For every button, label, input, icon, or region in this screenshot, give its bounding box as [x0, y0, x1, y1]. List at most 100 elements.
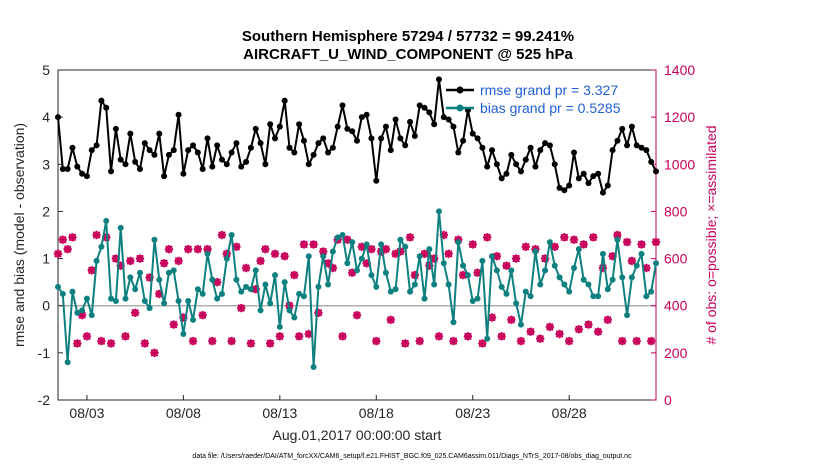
- rmse-point: [387, 147, 394, 154]
- obs-assimilated-marker: [275, 332, 285, 341]
- bias-point: [382, 269, 389, 276]
- bias-point: [445, 281, 452, 288]
- bias-point: [431, 281, 438, 288]
- obs-assimilated-marker: [521, 242, 530, 251]
- x-tick-label: 08/03: [69, 405, 104, 421]
- rmse-point: [170, 147, 177, 154]
- bias-point: [296, 290, 303, 297]
- bias-point: [291, 314, 298, 321]
- rmse-point: [55, 114, 61, 121]
- bias-point: [141, 298, 148, 304]
- obs-assimilated-marker: [540, 254, 550, 263]
- bias-point: [411, 281, 418, 288]
- obs-assimilated-marker: [627, 256, 637, 266]
- rmse-point: [339, 102, 346, 109]
- x-tick-label: 08/13: [262, 405, 297, 421]
- legend-marker-rmse: [456, 86, 464, 94]
- obs-assimilated-marker: [502, 261, 511, 270]
- rmse-point: [503, 170, 510, 177]
- obs-assimilated-marker: [613, 230, 622, 240]
- obs-assimilated-marker: [458, 270, 468, 280]
- obs-assimilated-marker: [449, 336, 458, 346]
- rmse-point: [590, 173, 597, 180]
- bias-point: [513, 300, 520, 307]
- bias-point: [397, 236, 404, 243]
- obs-assimilated-marker: [560, 233, 569, 242]
- obs-assimilated-marker: [632, 336, 641, 346]
- obs-assimilated-marker: [116, 261, 125, 270]
- obs-assimilated-marker: [338, 332, 347, 341]
- obs-assimilated-marker: [564, 336, 574, 346]
- bias-point: [88, 312, 95, 319]
- bias-point: [489, 253, 496, 260]
- rmse-point: [638, 144, 645, 151]
- obs-assimilated-marker: [569, 235, 579, 244]
- bias-point: [329, 248, 336, 255]
- rmse-point: [421, 104, 428, 111]
- obs-assimilated-marker: [309, 240, 318, 249]
- rmse-point: [609, 147, 616, 154]
- rmse-point: [132, 158, 139, 165]
- obs-assimilated-marker: [82, 332, 92, 341]
- bias-point: [243, 283, 250, 290]
- obs-assimilated-marker: [174, 256, 183, 266]
- obs-assimilated-marker: [251, 285, 260, 294]
- bias-point: [378, 241, 385, 248]
- y-tick-label-left: 2: [42, 203, 50, 219]
- obs-assimilated-marker: [145, 273, 154, 282]
- rmse-point: [648, 158, 655, 165]
- obs-assimilated-marker: [73, 339, 82, 348]
- rmse-point: [64, 166, 71, 172]
- bias-point: [585, 281, 592, 288]
- rmse-point: [397, 135, 404, 142]
- bias-point: [407, 288, 414, 295]
- obs-assimilated-marker: [468, 240, 477, 249]
- rmse-point: [411, 133, 418, 139]
- bias-point: [373, 283, 380, 290]
- rmse-point: [537, 147, 544, 154]
- rmse-point: [204, 135, 211, 142]
- legend-label-rmse: rmse grand pr = 3.327: [480, 82, 618, 98]
- rmse-point: [382, 123, 389, 130]
- bias-point: [93, 257, 100, 264]
- obs-assimilated-marker: [473, 268, 482, 277]
- rmse-point: [190, 142, 197, 149]
- bias-point: [194, 286, 201, 293]
- bias-point: [238, 288, 245, 295]
- bias-point: [614, 236, 621, 243]
- rmse-point: [272, 135, 279, 142]
- rmse-point: [445, 116, 452, 123]
- bias-point: [493, 267, 500, 274]
- bias-point: [257, 307, 264, 314]
- obs-assimilated-marker: [637, 240, 646, 249]
- bias-point: [252, 267, 259, 274]
- rmse-point: [344, 125, 351, 132]
- rmse-point: [513, 161, 520, 168]
- rmse-point: [79, 170, 86, 177]
- rmse-point: [112, 125, 119, 132]
- bias-point: [103, 217, 110, 224]
- obs-assimilated-marker: [304, 329, 313, 339]
- rmse-point: [517, 168, 524, 175]
- rmse-point: [214, 142, 221, 149]
- bias-point: [575, 246, 582, 253]
- bias-point: [527, 293, 534, 300]
- bias-point: [165, 269, 172, 276]
- rmse-point: [561, 187, 568, 194]
- rmse-point: [556, 184, 563, 191]
- obs-assimilated-marker: [217, 230, 227, 240]
- rmse-point: [585, 180, 592, 187]
- bias-point: [132, 286, 139, 293]
- obs-assimilated-marker: [584, 320, 593, 329]
- bias-point: [59, 290, 66, 297]
- rmse-point: [373, 177, 380, 184]
- bias-point: [233, 276, 240, 283]
- obs-assimilated-marker: [169, 320, 178, 329]
- rmse-point: [141, 140, 148, 147]
- rmse-point: [238, 163, 245, 170]
- rmse-point: [527, 144, 534, 151]
- y-tick-label-right: 1200: [664, 109, 695, 125]
- rmse-point: [551, 161, 558, 168]
- y-tick-label-right: 400: [664, 298, 688, 314]
- x-tick-label: 08/23: [455, 405, 490, 421]
